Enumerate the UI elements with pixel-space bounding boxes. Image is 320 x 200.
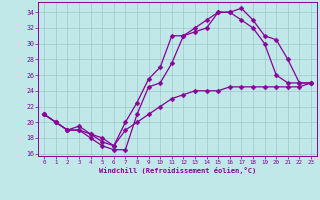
X-axis label: Windchill (Refroidissement éolien,°C): Windchill (Refroidissement éolien,°C) (99, 167, 256, 174)
